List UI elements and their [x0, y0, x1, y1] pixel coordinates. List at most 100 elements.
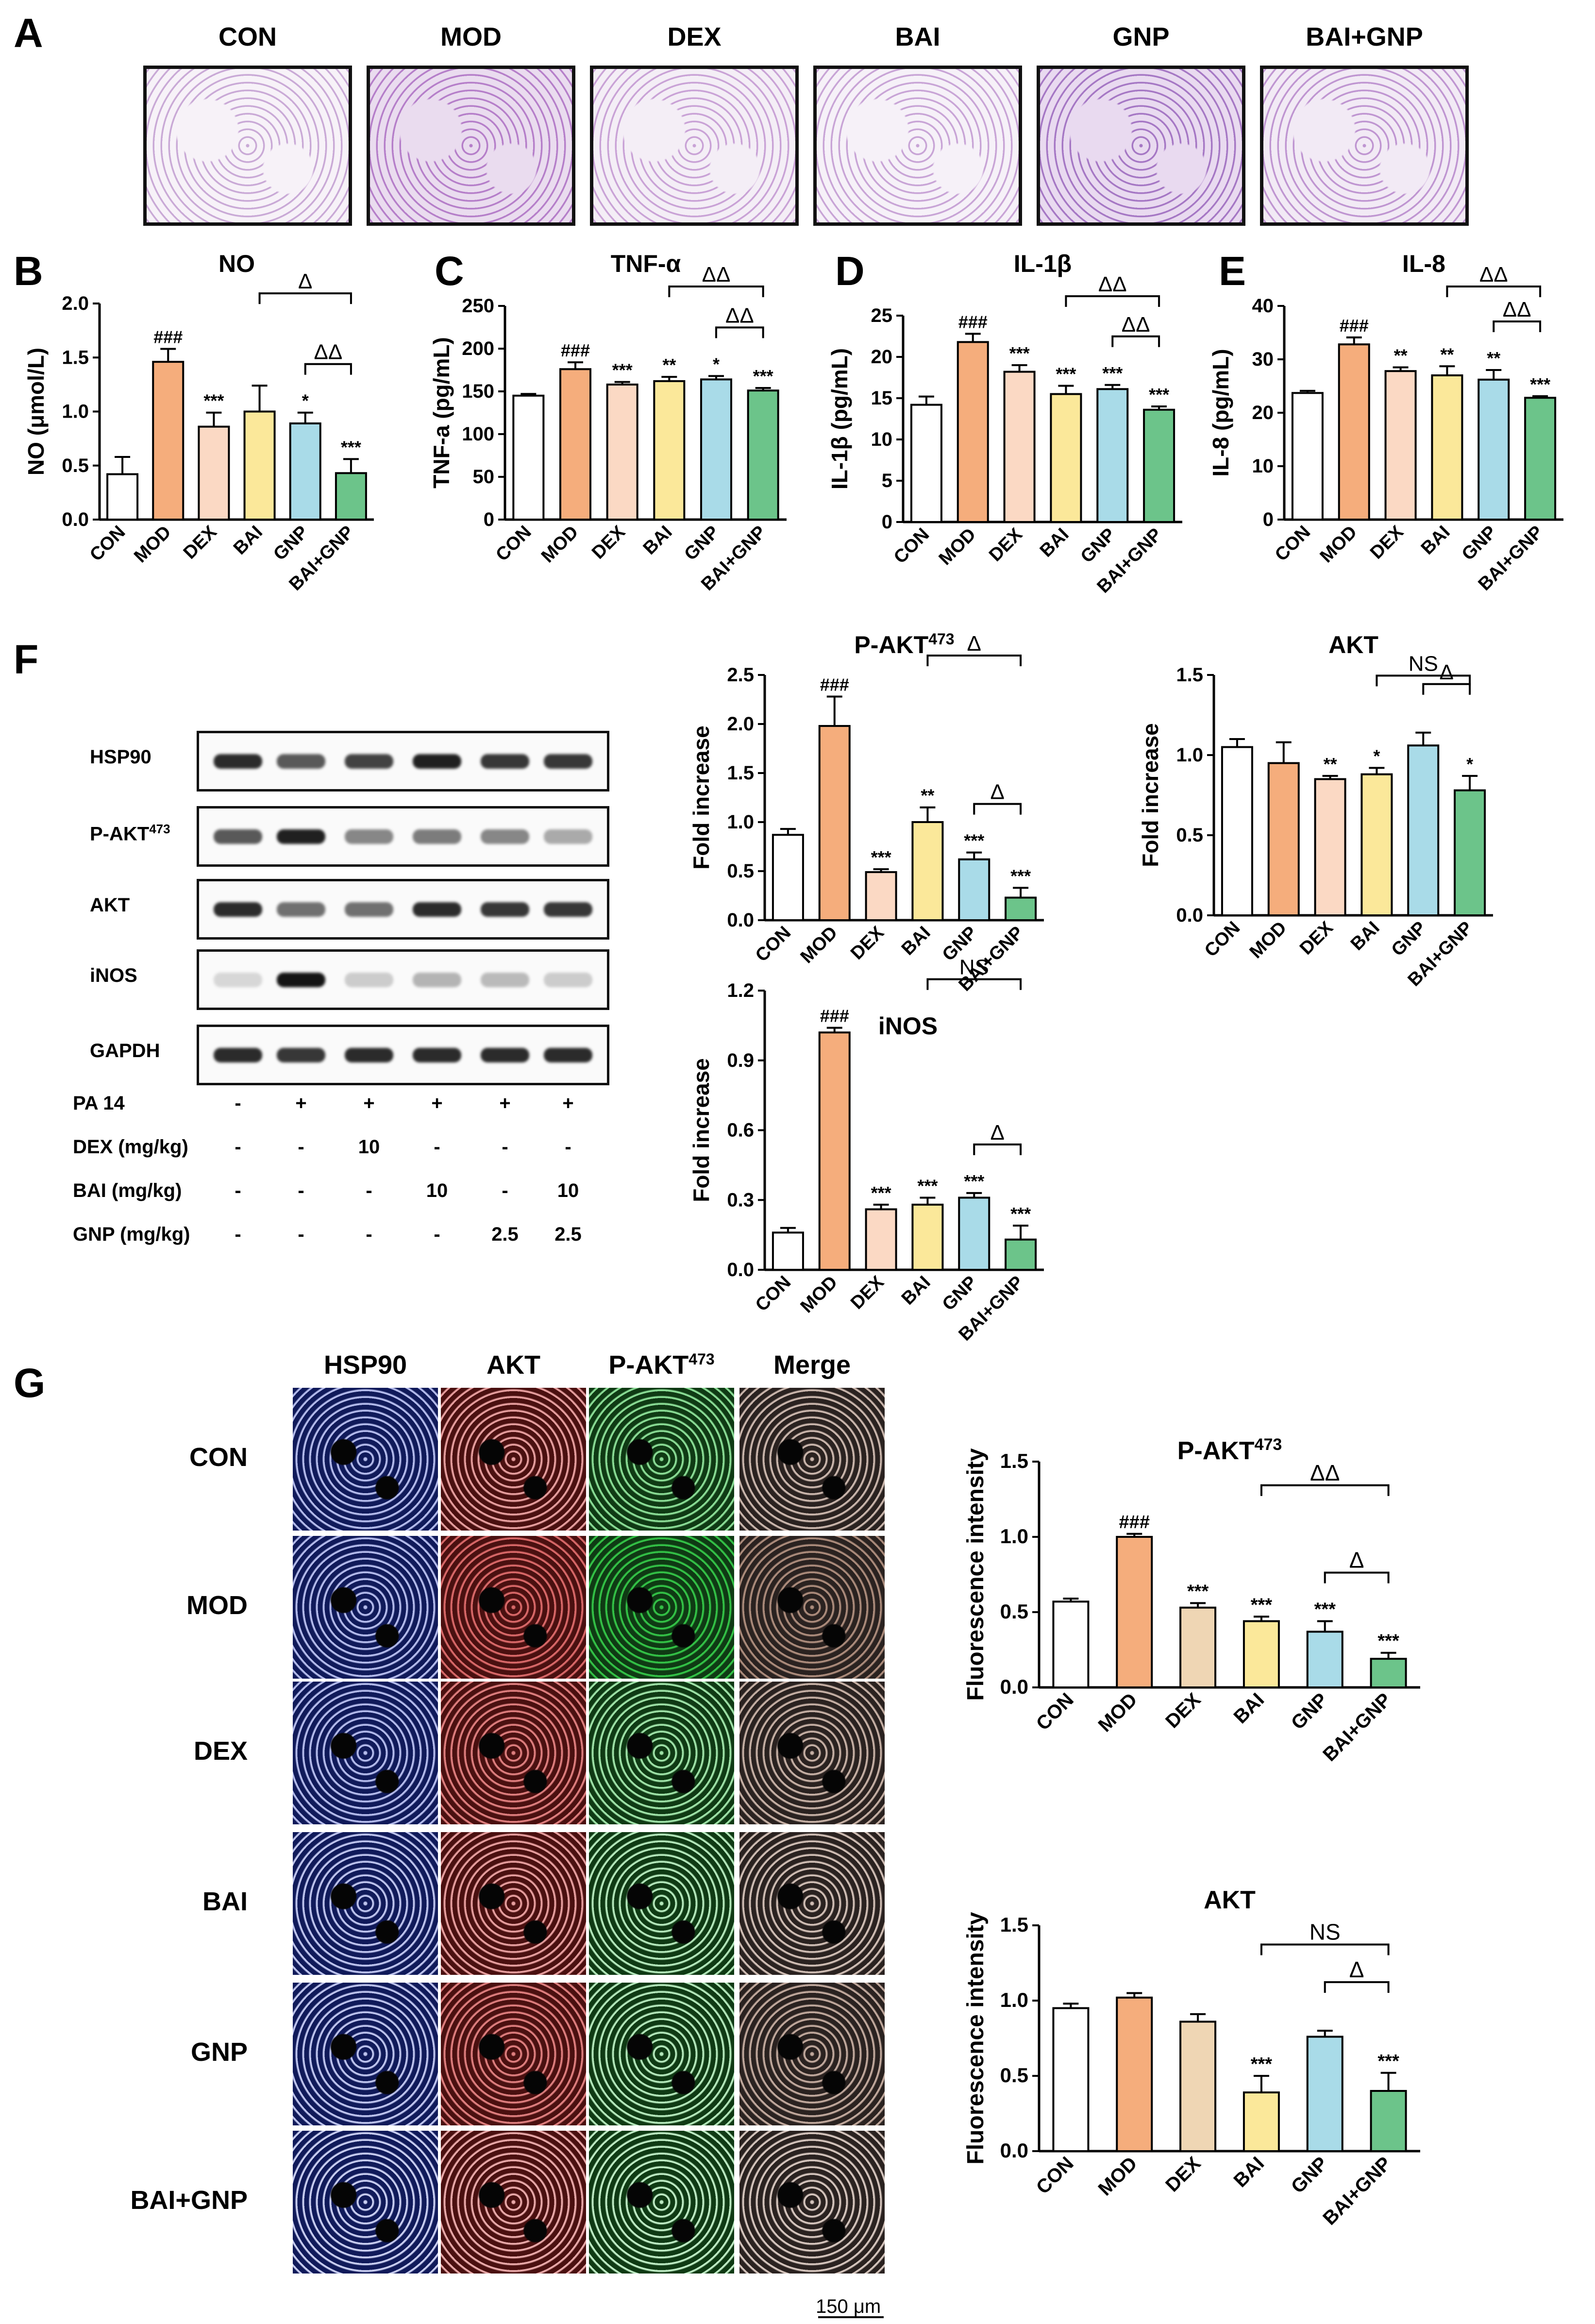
- significance-mark: ***: [1009, 343, 1030, 363]
- chart-title: TNF-α: [611, 250, 681, 277]
- bar: [1384, 370, 1417, 521]
- significance-mark: ***: [612, 360, 633, 380]
- significance-mark: ***: [1010, 1204, 1031, 1224]
- bar: [1221, 746, 1253, 916]
- bar: [1116, 1996, 1153, 2152]
- bracket-label: Δ: [1439, 660, 1453, 684]
- panel-label-a: A: [14, 10, 43, 56]
- y-tick-label: 200: [462, 338, 494, 359]
- y-tick-label: 250: [462, 295, 494, 317]
- if-image-tile: [588, 2129, 736, 2275]
- histology-group-label: BAI: [895, 22, 940, 51]
- y-tick-label: 30: [1252, 349, 1274, 370]
- x-tick-label: GNP: [269, 522, 312, 565]
- significance-mark: ***: [341, 437, 361, 457]
- treatment-value: -: [434, 1136, 440, 1158]
- significance-mark: ***: [203, 391, 224, 411]
- blot-label: AKT: [90, 894, 130, 916]
- y-tick-label: 0.5: [62, 455, 89, 476]
- bar: [747, 389, 779, 521]
- if-image-tile: [291, 1386, 439, 1532]
- bar: [335, 472, 367, 521]
- bar: [700, 378, 732, 521]
- significance-mark: ***: [1149, 385, 1169, 404]
- bar: [1370, 2090, 1407, 2152]
- blot-band: [544, 829, 592, 844]
- bar: [1096, 388, 1129, 523]
- x-tick-label: GNP: [1077, 524, 1120, 567]
- blot-band: [214, 829, 262, 844]
- blot-band: [345, 902, 393, 917]
- x-tick-label: CON: [1201, 918, 1244, 961]
- comparison-bracket: [973, 1143, 1022, 1155]
- treatment-value: -: [235, 1093, 241, 1114]
- bar: [1116, 1536, 1153, 1688]
- if-image-tile: [291, 1680, 439, 1826]
- significance-mark: ***: [871, 847, 891, 867]
- x-tick-label: MOD: [797, 923, 841, 967]
- chart-title: IL-1β: [1014, 250, 1072, 277]
- x-tick-label: GNP: [1458, 522, 1501, 565]
- bracket-label: NS: [959, 956, 989, 979]
- blot-band: [481, 1048, 529, 1062]
- chart-title: IL-8: [1402, 250, 1445, 277]
- significance-mark: **: [1440, 344, 1454, 364]
- bracket-label: ΔΔ: [1310, 1460, 1340, 1485]
- significance-mark: ***: [1251, 1595, 1273, 1615]
- y-tick-label: 0.0: [1176, 905, 1203, 926]
- histology-image: [1260, 66, 1469, 226]
- blot-strip: [197, 806, 609, 867]
- treatment-value: -: [298, 1136, 304, 1158]
- y-tick-label: 0.5: [1000, 2064, 1028, 2087]
- y-tick-label: 0.5: [1176, 825, 1203, 846]
- bar: [289, 422, 321, 521]
- y-tick-label: 1.0: [1000, 1525, 1028, 1548]
- y-tick-label: 0.0: [727, 909, 754, 931]
- y-tick-label: 20: [1252, 402, 1274, 423]
- treatment-value: 10: [358, 1136, 380, 1158]
- y-tick-label: 1.0: [727, 811, 754, 833]
- significance-mark: ***: [1010, 866, 1031, 886]
- blot-band: [544, 973, 592, 987]
- bar: [1005, 1238, 1037, 1271]
- blot-band: [481, 829, 529, 844]
- x-tick-label: DEX: [847, 922, 888, 963]
- blot-band: [413, 829, 461, 844]
- significance-mark: ***: [1251, 2054, 1273, 2074]
- comparison-bracket: [1376, 674, 1471, 687]
- blot-band: [544, 754, 592, 769]
- bracket-label: ΔΔ: [1098, 272, 1127, 296]
- significance-mark: ***: [964, 831, 984, 851]
- bar: [1407, 744, 1440, 916]
- treatment-value: -: [235, 1180, 241, 1201]
- bar: [957, 341, 989, 523]
- y-tick-label: 0.5: [727, 860, 754, 882]
- bar: [910, 404, 942, 523]
- if-image-tile: [291, 1534, 439, 1680]
- y-tick-label: 100: [462, 423, 494, 445]
- blot-band: [544, 902, 592, 917]
- if-image-tile: [439, 1386, 588, 1532]
- treatment-value: -: [565, 1136, 571, 1158]
- treatment-value: -: [235, 1136, 241, 1158]
- significance-mark: ***: [1187, 1581, 1209, 1601]
- x-tick-label: DEX: [1161, 1689, 1205, 1732]
- if-image-tile: [738, 1680, 886, 1826]
- y-tick-label: 1.0: [1176, 744, 1203, 766]
- y-tick-label: 1.5: [62, 347, 89, 368]
- significance-mark: **: [1487, 348, 1500, 368]
- significance-mark: ***: [964, 1171, 984, 1191]
- blot-label: iNOS: [90, 965, 137, 986]
- x-tick-label: DEX: [985, 524, 1026, 565]
- bar: [1052, 2007, 1090, 2152]
- if-image-tile: [588, 1680, 736, 1826]
- if-image-tile: [588, 1831, 736, 1976]
- x-tick-label: BAI: [1036, 524, 1073, 561]
- panel-label-c: C: [435, 248, 464, 294]
- x-tick-label: CON: [1032, 1689, 1078, 1735]
- significance-mark: ***: [1530, 374, 1550, 394]
- comparison-bracket: [1324, 1981, 1390, 1993]
- blot-strip: [197, 731, 609, 792]
- blot-band: [413, 1048, 461, 1062]
- significance-mark: *: [1466, 754, 1473, 774]
